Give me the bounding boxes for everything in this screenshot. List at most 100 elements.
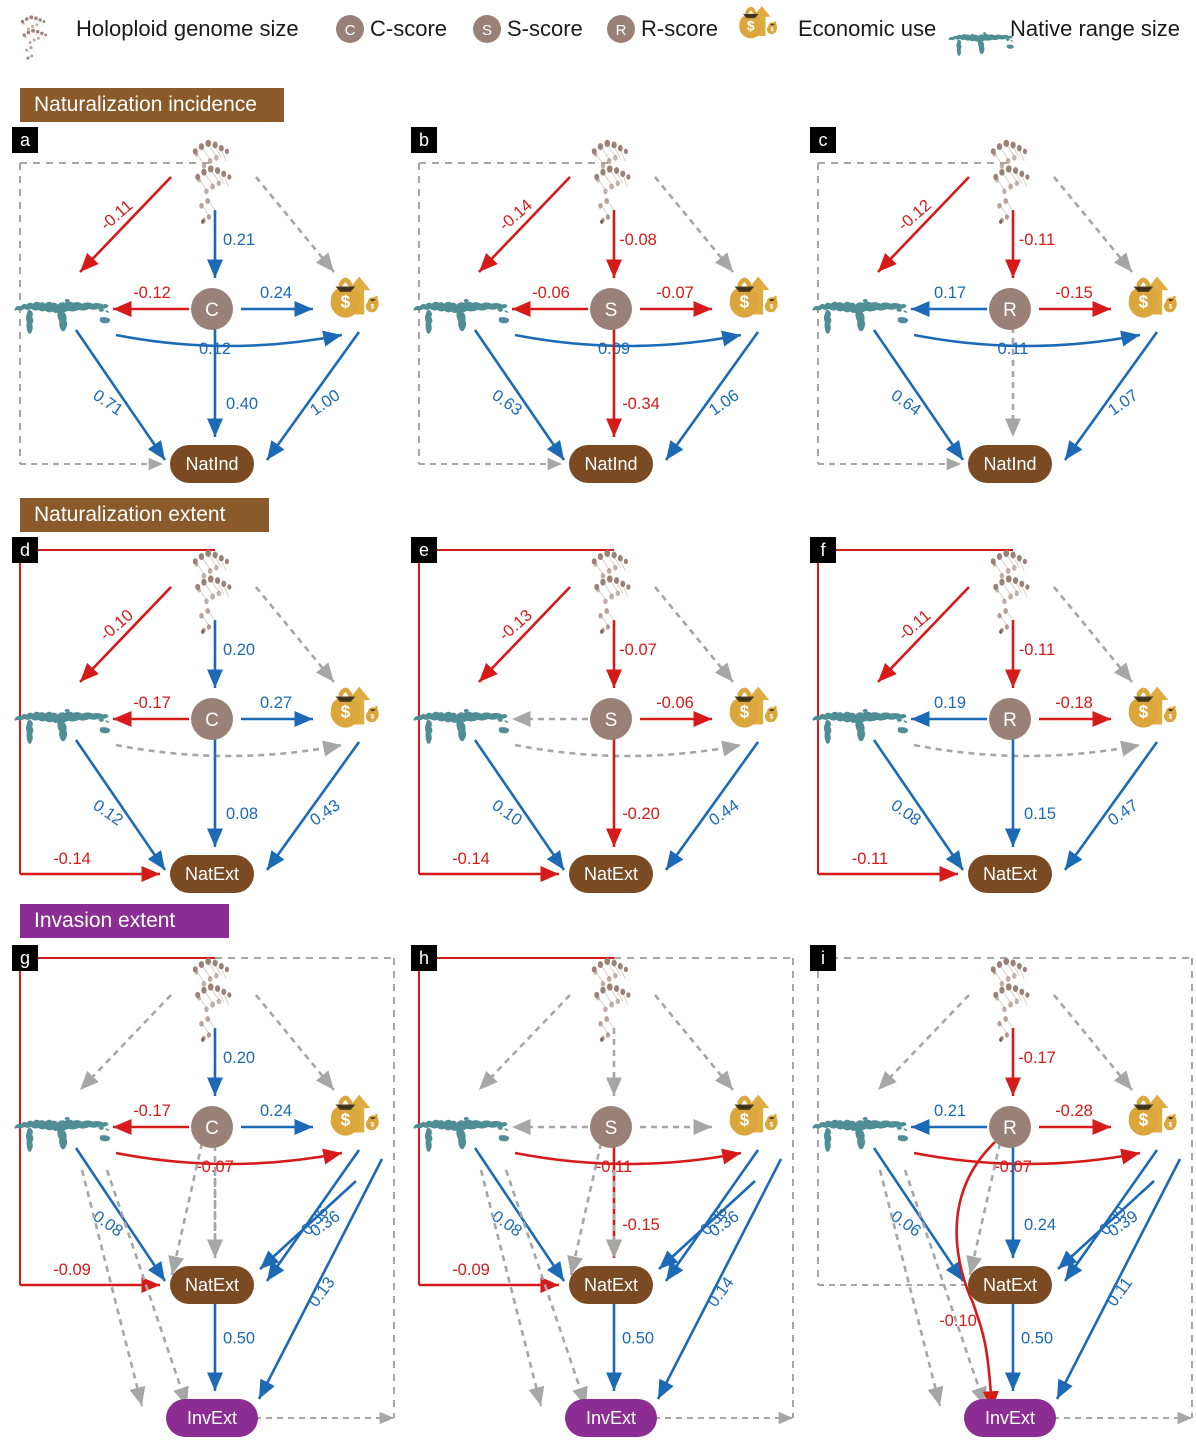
svg-text:R: R bbox=[616, 22, 627, 39]
svg-text:-0.10: -0.10 bbox=[97, 606, 137, 644]
svg-text:-0.17: -0.17 bbox=[133, 694, 171, 712]
svg-text:0.50: 0.50 bbox=[1021, 1330, 1053, 1348]
svg-text:$: $ bbox=[1139, 1110, 1149, 1130]
svg-text:S: S bbox=[605, 1118, 618, 1139]
svg-text:-0.13: -0.13 bbox=[496, 606, 536, 644]
svg-text:-0.11: -0.11 bbox=[895, 606, 934, 643]
svg-text:R: R bbox=[1003, 710, 1017, 731]
svg-text:0.50: 0.50 bbox=[622, 1330, 654, 1348]
svg-text:Holoploid genome size: Holoploid genome size bbox=[76, 16, 299, 41]
svg-text:$: $ bbox=[341, 702, 351, 722]
svg-text:NatInd: NatInd bbox=[185, 454, 238, 474]
svg-text:C: C bbox=[345, 22, 356, 39]
svg-text:$: $ bbox=[771, 27, 774, 33]
svg-text:-0.12: -0.12 bbox=[133, 284, 171, 302]
svg-text:-0.06: -0.06 bbox=[656, 694, 694, 712]
svg-text:S: S bbox=[605, 710, 618, 731]
svg-text:0.64: 0.64 bbox=[888, 386, 925, 419]
svg-text:NatExt: NatExt bbox=[185, 1275, 239, 1295]
svg-text:$: $ bbox=[1169, 1121, 1173, 1128]
svg-text:-0.08: -0.08 bbox=[619, 231, 657, 249]
svg-text:0.20: 0.20 bbox=[223, 1049, 255, 1067]
svg-text:C: C bbox=[205, 1118, 219, 1139]
svg-text:0.10: 0.10 bbox=[489, 796, 526, 829]
svg-text:0.24: 0.24 bbox=[260, 284, 292, 302]
svg-text:0.21: 0.21 bbox=[934, 1102, 966, 1120]
svg-text:NatExt: NatExt bbox=[185, 864, 239, 884]
svg-text:$: $ bbox=[341, 1110, 351, 1130]
svg-text:1.06: 1.06 bbox=[706, 386, 743, 419]
svg-text:$: $ bbox=[740, 702, 750, 722]
svg-text:NatExt: NatExt bbox=[584, 864, 638, 884]
svg-text:-0.17: -0.17 bbox=[1018, 1049, 1056, 1067]
svg-text:-0.14: -0.14 bbox=[496, 196, 536, 234]
svg-text:C-score: C-score bbox=[370, 16, 447, 41]
svg-text:0.71: 0.71 bbox=[90, 386, 127, 419]
svg-text:0.08: 0.08 bbox=[888, 796, 925, 829]
svg-text:0.40: 0.40 bbox=[226, 395, 258, 413]
svg-text:0.15: 0.15 bbox=[1024, 805, 1056, 823]
svg-text:NatExt: NatExt bbox=[584, 1275, 638, 1295]
svg-text:-0.09: -0.09 bbox=[53, 1261, 91, 1279]
svg-text:$: $ bbox=[770, 1121, 774, 1128]
svg-text:0.47: 0.47 bbox=[1105, 796, 1142, 829]
svg-text:0.08: 0.08 bbox=[226, 805, 258, 823]
svg-text:$: $ bbox=[1139, 702, 1149, 722]
svg-text:S: S bbox=[482, 22, 492, 39]
svg-text:-0.34: -0.34 bbox=[622, 395, 660, 413]
svg-text:-0.07: -0.07 bbox=[619, 641, 657, 659]
svg-text:0.13: 0.13 bbox=[305, 1274, 338, 1311]
svg-text:0.17: 0.17 bbox=[934, 284, 966, 302]
svg-text:-0.10: -0.10 bbox=[939, 1312, 977, 1330]
svg-text:-0.11: -0.11 bbox=[1019, 231, 1055, 249]
svg-text:NatInd: NatInd bbox=[983, 454, 1036, 474]
svg-text:-0.17: -0.17 bbox=[133, 1102, 171, 1120]
svg-text:S-score: S-score bbox=[507, 16, 583, 41]
svg-text:InvExt: InvExt bbox=[985, 1408, 1035, 1428]
svg-text:InvExt: InvExt bbox=[187, 1408, 237, 1428]
svg-text:1.00: 1.00 bbox=[307, 386, 344, 419]
svg-text:0.24: 0.24 bbox=[260, 1102, 292, 1120]
svg-text:-0.15: -0.15 bbox=[622, 1216, 660, 1234]
svg-text:-0.20: -0.20 bbox=[622, 805, 660, 823]
svg-text:NatExt: NatExt bbox=[983, 864, 1037, 884]
svg-text:Native range size: Native range size bbox=[1010, 16, 1180, 41]
svg-text:0.63: 0.63 bbox=[489, 386, 526, 419]
svg-text:0.14: 0.14 bbox=[704, 1274, 737, 1311]
svg-text:0.24: 0.24 bbox=[1024, 1216, 1056, 1234]
svg-text:0.50: 0.50 bbox=[223, 1330, 255, 1348]
svg-text:-0.18: -0.18 bbox=[1055, 694, 1093, 712]
svg-text:0.19: 0.19 bbox=[934, 694, 966, 712]
svg-text:InvExt: InvExt bbox=[586, 1408, 636, 1428]
svg-text:S: S bbox=[605, 300, 618, 321]
svg-text:C: C bbox=[205, 710, 219, 731]
svg-text:NatInd: NatInd bbox=[584, 454, 637, 474]
svg-text:$: $ bbox=[740, 1110, 750, 1130]
svg-text:$: $ bbox=[341, 292, 351, 312]
svg-text:$: $ bbox=[747, 19, 755, 34]
svg-text:$: $ bbox=[1169, 303, 1173, 310]
svg-text:-0.11: -0.11 bbox=[97, 196, 136, 233]
svg-text:-0.07: -0.07 bbox=[656, 284, 694, 302]
svg-text:R: R bbox=[1003, 300, 1017, 321]
svg-text:-0.12: -0.12 bbox=[895, 196, 935, 234]
svg-text:$: $ bbox=[740, 292, 750, 312]
svg-text:$: $ bbox=[770, 713, 774, 720]
svg-text:-0.14: -0.14 bbox=[53, 850, 91, 868]
svg-text:R: R bbox=[1003, 1118, 1017, 1139]
svg-text:0.21: 0.21 bbox=[223, 231, 255, 249]
svg-text:0.12: 0.12 bbox=[90, 796, 127, 829]
svg-text:0.27: 0.27 bbox=[260, 694, 292, 712]
svg-text:-0.14: -0.14 bbox=[452, 850, 490, 868]
svg-text:$: $ bbox=[1169, 713, 1173, 720]
svg-text:-0.15: -0.15 bbox=[1055, 284, 1093, 302]
svg-text:Economic use: Economic use bbox=[798, 16, 936, 41]
svg-text:$: $ bbox=[371, 1121, 375, 1128]
svg-text:$: $ bbox=[770, 303, 774, 310]
svg-text:C: C bbox=[205, 300, 219, 321]
svg-text:0.44: 0.44 bbox=[706, 796, 743, 829]
svg-text:0.11: 0.11 bbox=[1104, 1274, 1137, 1310]
svg-text:$: $ bbox=[371, 713, 375, 720]
svg-text:-0.09: -0.09 bbox=[452, 1261, 490, 1279]
svg-text:NatExt: NatExt bbox=[983, 1275, 1037, 1295]
